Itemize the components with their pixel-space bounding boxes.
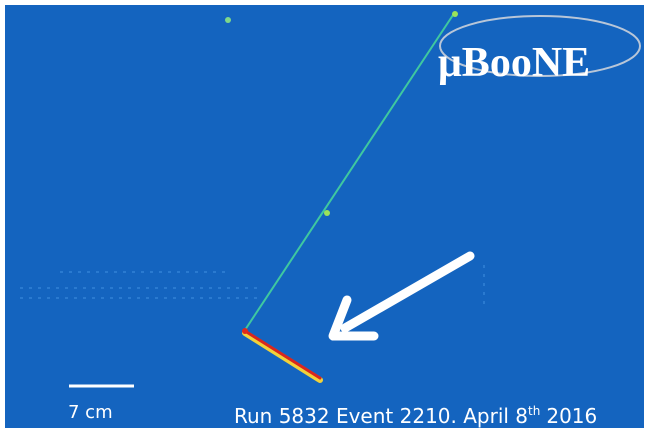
caption-main: Run 5832 Event 2210. April 8 — [234, 404, 528, 428]
logo-text: μBooNE — [438, 40, 590, 86]
hit — [452, 11, 458, 17]
caption-year: 2016 — [546, 404, 597, 428]
hit — [225, 17, 231, 23]
page: {"logo": {"text": "μBooNE"}, "scale": {"… — [0, 0, 649, 432]
scale-label: 7 cm — [68, 402, 113, 423]
vertex — [242, 328, 248, 334]
event-display: μBooNE 7 cm Run 5832 Event 2210. April 8… — [0, 0, 649, 432]
hit — [324, 210, 330, 216]
caption-superscript: th — [528, 404, 540, 418]
